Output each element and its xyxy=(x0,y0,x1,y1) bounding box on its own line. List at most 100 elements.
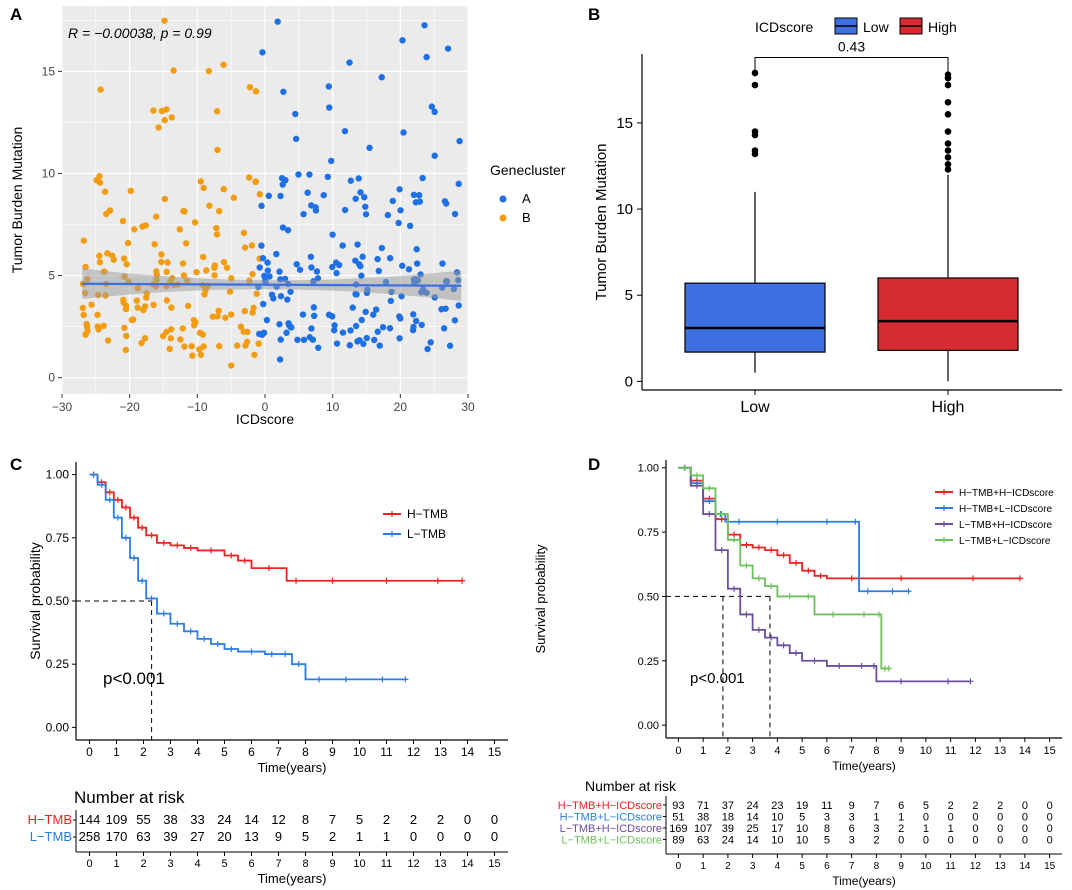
point-b xyxy=(234,342,241,349)
km-curve-2 xyxy=(89,473,406,681)
censor-mark xyxy=(131,555,138,562)
point-b xyxy=(252,88,260,95)
risk-count: 0 xyxy=(491,812,498,827)
point-a xyxy=(413,260,421,267)
legend-marker-a xyxy=(499,195,507,203)
outlier-high xyxy=(944,81,952,89)
x-tick-label: 2 xyxy=(140,745,147,759)
panel-a: A −30 −20 −10 0 10 20 30 0 5 10 15 ICDscore Tumor Bur… xyxy=(9,5,566,427)
risk-count: 51 xyxy=(672,812,684,824)
censor-mark xyxy=(106,489,113,496)
censor-mark xyxy=(268,651,275,658)
outlier-high xyxy=(944,160,952,168)
point-b xyxy=(163,106,170,113)
point-a xyxy=(357,189,364,196)
risk-count: 24 xyxy=(747,800,759,812)
risk-count: 9 xyxy=(275,829,282,844)
significance-bracket xyxy=(754,56,949,77)
risk-count: 170 xyxy=(106,829,128,844)
risk-count: 38 xyxy=(697,812,709,824)
point-b xyxy=(167,335,175,342)
censor-mark xyxy=(98,481,105,488)
point-b xyxy=(255,340,262,347)
risk-count: 10 xyxy=(771,835,783,847)
point-b xyxy=(161,17,168,24)
risk-x-tick-label: 7 xyxy=(275,858,281,870)
point-a xyxy=(339,329,347,336)
risk-count: 2 xyxy=(383,812,390,827)
point-a xyxy=(295,171,302,178)
point-a xyxy=(263,316,271,324)
risk-x-tick-label: 6 xyxy=(824,861,830,872)
risk-count: 2 xyxy=(437,812,444,827)
point-a xyxy=(292,135,300,143)
point-a xyxy=(349,304,356,311)
censor-mark xyxy=(792,650,799,657)
point-b xyxy=(79,304,87,312)
point-b xyxy=(150,107,157,114)
risk-count: 1 xyxy=(948,823,954,835)
point-a xyxy=(399,262,406,269)
point-a xyxy=(419,174,426,182)
censor-mark xyxy=(148,595,155,602)
x-tick-label: 11 xyxy=(945,745,956,757)
point-a xyxy=(307,253,315,261)
point-b xyxy=(213,108,221,115)
point-b xyxy=(80,237,88,244)
risk-count: 33 xyxy=(190,812,204,827)
point-b xyxy=(158,258,165,266)
point-a xyxy=(283,329,290,336)
point-a xyxy=(353,291,360,298)
regression-line xyxy=(82,282,462,287)
censor-mark xyxy=(106,496,113,503)
y-axis-label: Tumor Burden Mutation xyxy=(593,143,610,300)
point-b xyxy=(166,345,173,353)
point-b xyxy=(100,322,107,330)
risk-x-tick-label: 2 xyxy=(725,861,731,872)
censor-mark xyxy=(743,562,750,569)
risk-count: 14 xyxy=(747,812,759,824)
risk-x-tick-label: 11 xyxy=(381,858,392,870)
point-a xyxy=(444,45,452,52)
censor-mark xyxy=(139,577,146,584)
legend-title: Genecluster xyxy=(490,162,566,178)
outlier-low xyxy=(751,81,759,89)
point-b xyxy=(96,173,103,180)
x-tick-label: 9 xyxy=(329,745,336,759)
point-b xyxy=(80,311,87,319)
censor-mark xyxy=(241,557,248,564)
risk-x-tick-label: 10 xyxy=(353,858,365,870)
point-b xyxy=(246,84,254,91)
point-a xyxy=(259,49,266,56)
point-a xyxy=(396,186,403,193)
x-tick-label: 4 xyxy=(774,745,780,757)
panel-b-letter: B xyxy=(588,5,600,24)
point-a xyxy=(293,261,300,268)
outlier-high xyxy=(944,128,952,135)
x-tick-label: Low xyxy=(740,399,770,416)
point-b xyxy=(104,250,111,257)
x-tick-label: 0 xyxy=(262,400,269,414)
censor-mark xyxy=(830,611,837,618)
risk-count: 27 xyxy=(190,829,204,844)
x-tick-label: 30 xyxy=(461,400,475,414)
point-a xyxy=(333,340,341,347)
point-a xyxy=(440,325,448,332)
point-a xyxy=(379,324,387,331)
censor-mark xyxy=(774,518,781,525)
point-b xyxy=(220,185,227,193)
outlier-high xyxy=(944,98,952,106)
point-b xyxy=(123,332,130,340)
point-b xyxy=(211,272,218,279)
outlier-high xyxy=(944,147,952,154)
point-b xyxy=(216,342,223,350)
censor-mark xyxy=(90,471,97,478)
point-a xyxy=(346,342,354,349)
risk-count: 14 xyxy=(747,835,759,847)
y-tick-label: 0.25 xyxy=(46,657,70,671)
censor-mark xyxy=(693,482,700,489)
point-b xyxy=(227,311,235,318)
point-a xyxy=(296,266,304,273)
risk-count: 93 xyxy=(672,800,684,812)
point-a xyxy=(354,241,361,248)
